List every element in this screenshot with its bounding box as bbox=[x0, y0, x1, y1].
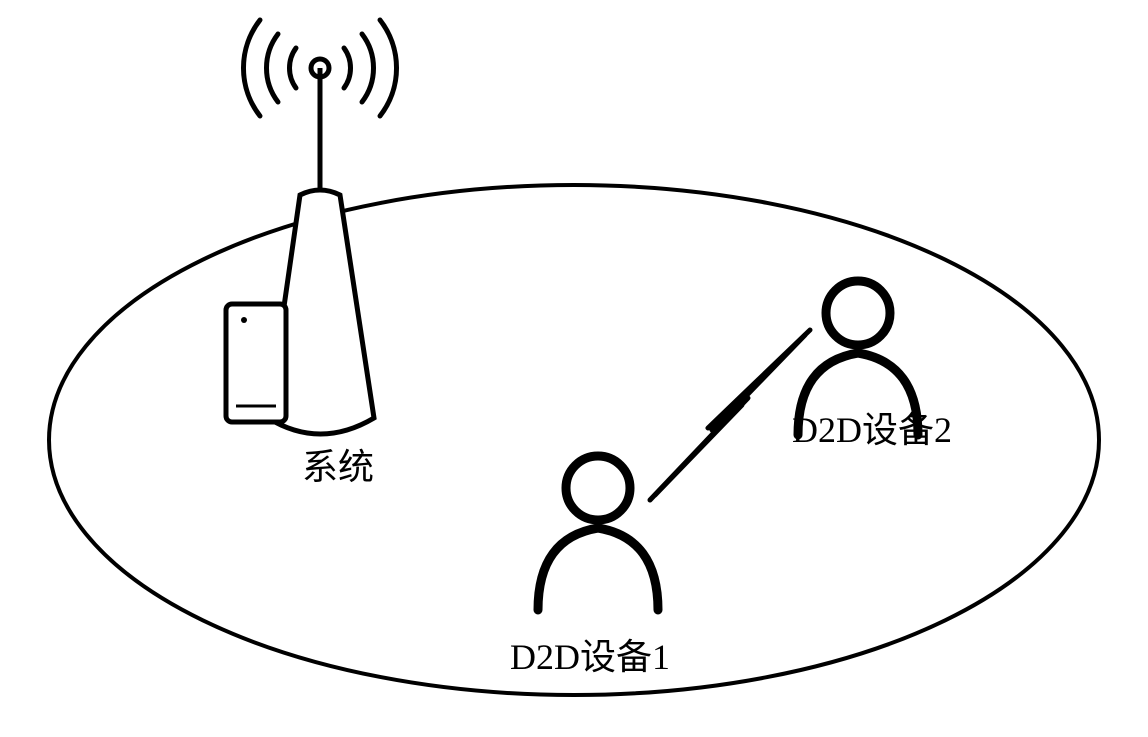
wireless-link-icon bbox=[650, 330, 810, 500]
d2d-device-2-label: D2D设备2 bbox=[792, 401, 952, 453]
system-label: 系统 bbox=[302, 438, 374, 490]
d2d-device-1-label: D2D设备1 bbox=[510, 628, 670, 680]
d2d-network-diagram: 系统 D2D设备1 D2D设备2 bbox=[0, 0, 1148, 732]
person-icon-1 bbox=[538, 456, 658, 610]
base-station-icon bbox=[226, 20, 397, 434]
diagram-svg bbox=[0, 0, 1148, 732]
